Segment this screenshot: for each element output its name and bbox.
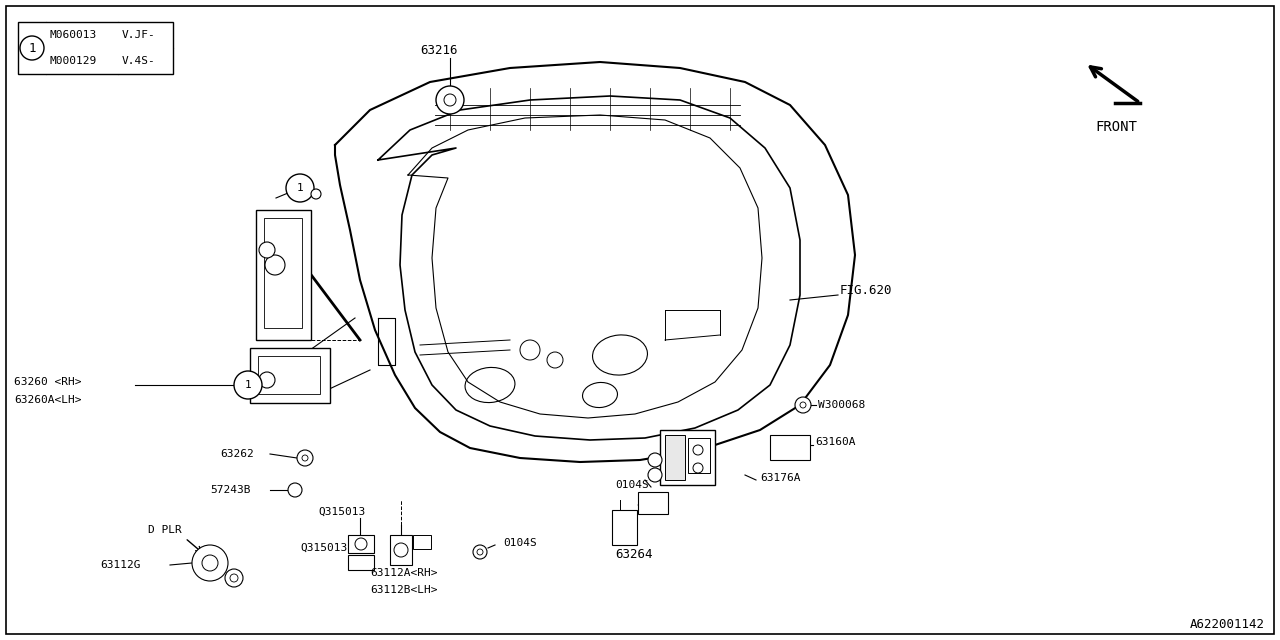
Circle shape xyxy=(259,372,275,388)
Text: Q315013: Q315013 xyxy=(317,507,365,517)
Circle shape xyxy=(547,352,563,368)
Circle shape xyxy=(415,536,428,548)
Text: V.JF-: V.JF- xyxy=(122,30,156,40)
Text: 1: 1 xyxy=(297,183,303,193)
Text: 63112G: 63112G xyxy=(100,560,141,570)
Circle shape xyxy=(394,543,408,557)
Bar xyxy=(689,438,710,473)
Text: 0104S: 0104S xyxy=(503,538,536,548)
Circle shape xyxy=(648,453,662,467)
Text: W300068: W300068 xyxy=(818,400,865,410)
Bar xyxy=(612,510,637,545)
Circle shape xyxy=(265,255,285,275)
Circle shape xyxy=(225,569,243,587)
Circle shape xyxy=(202,555,218,571)
Bar xyxy=(660,430,716,485)
Text: 63112B<LH>: 63112B<LH> xyxy=(370,585,438,595)
Circle shape xyxy=(436,86,465,114)
Text: 63262: 63262 xyxy=(220,449,253,459)
Circle shape xyxy=(692,463,703,473)
Circle shape xyxy=(288,483,302,497)
Text: 63176A: 63176A xyxy=(760,473,800,483)
Circle shape xyxy=(355,538,367,550)
Bar xyxy=(18,22,173,74)
Bar xyxy=(348,535,374,553)
Circle shape xyxy=(692,445,703,455)
Circle shape xyxy=(259,242,275,258)
Circle shape xyxy=(192,545,228,581)
Ellipse shape xyxy=(582,383,617,408)
Text: A622001142: A622001142 xyxy=(1190,618,1265,632)
Text: 0104S: 0104S xyxy=(614,480,649,490)
Bar xyxy=(637,492,668,514)
Bar xyxy=(259,356,320,394)
Text: D PLR: D PLR xyxy=(148,525,182,535)
Text: 63160A: 63160A xyxy=(815,437,855,447)
Circle shape xyxy=(477,549,483,555)
Bar xyxy=(256,210,311,340)
Circle shape xyxy=(800,402,806,408)
Circle shape xyxy=(285,174,314,202)
Circle shape xyxy=(297,450,314,466)
Text: 1: 1 xyxy=(244,380,251,390)
Text: V.4S-: V.4S- xyxy=(122,56,156,66)
Text: M060013: M060013 xyxy=(50,30,97,40)
Text: 63260A<LH>: 63260A<LH> xyxy=(14,395,82,405)
Bar xyxy=(413,535,431,549)
Bar xyxy=(666,435,685,480)
Text: FRONT: FRONT xyxy=(1094,120,1137,134)
Text: Q315013: Q315013 xyxy=(300,543,347,553)
Ellipse shape xyxy=(593,335,648,375)
Text: 63264: 63264 xyxy=(614,548,653,561)
Circle shape xyxy=(520,340,540,360)
Text: 57243B: 57243B xyxy=(210,485,251,495)
Ellipse shape xyxy=(465,367,515,403)
Bar xyxy=(264,218,302,328)
Circle shape xyxy=(230,574,238,582)
Circle shape xyxy=(355,556,367,568)
Circle shape xyxy=(234,371,262,399)
Text: M000129: M000129 xyxy=(50,56,97,66)
Bar xyxy=(390,535,412,565)
Bar xyxy=(348,555,374,570)
Text: 1: 1 xyxy=(28,42,36,54)
Text: 63260 <RH>: 63260 <RH> xyxy=(14,377,82,387)
Bar xyxy=(771,435,810,460)
Circle shape xyxy=(20,36,44,60)
Circle shape xyxy=(302,455,308,461)
Text: FIG.620: FIG.620 xyxy=(840,284,892,296)
Text: 63216: 63216 xyxy=(420,44,457,56)
Bar xyxy=(250,348,330,403)
Circle shape xyxy=(474,545,486,559)
Circle shape xyxy=(311,189,321,199)
Circle shape xyxy=(795,397,812,413)
Circle shape xyxy=(444,94,456,106)
Text: 63112A<RH>: 63112A<RH> xyxy=(370,568,438,578)
Circle shape xyxy=(648,468,662,482)
